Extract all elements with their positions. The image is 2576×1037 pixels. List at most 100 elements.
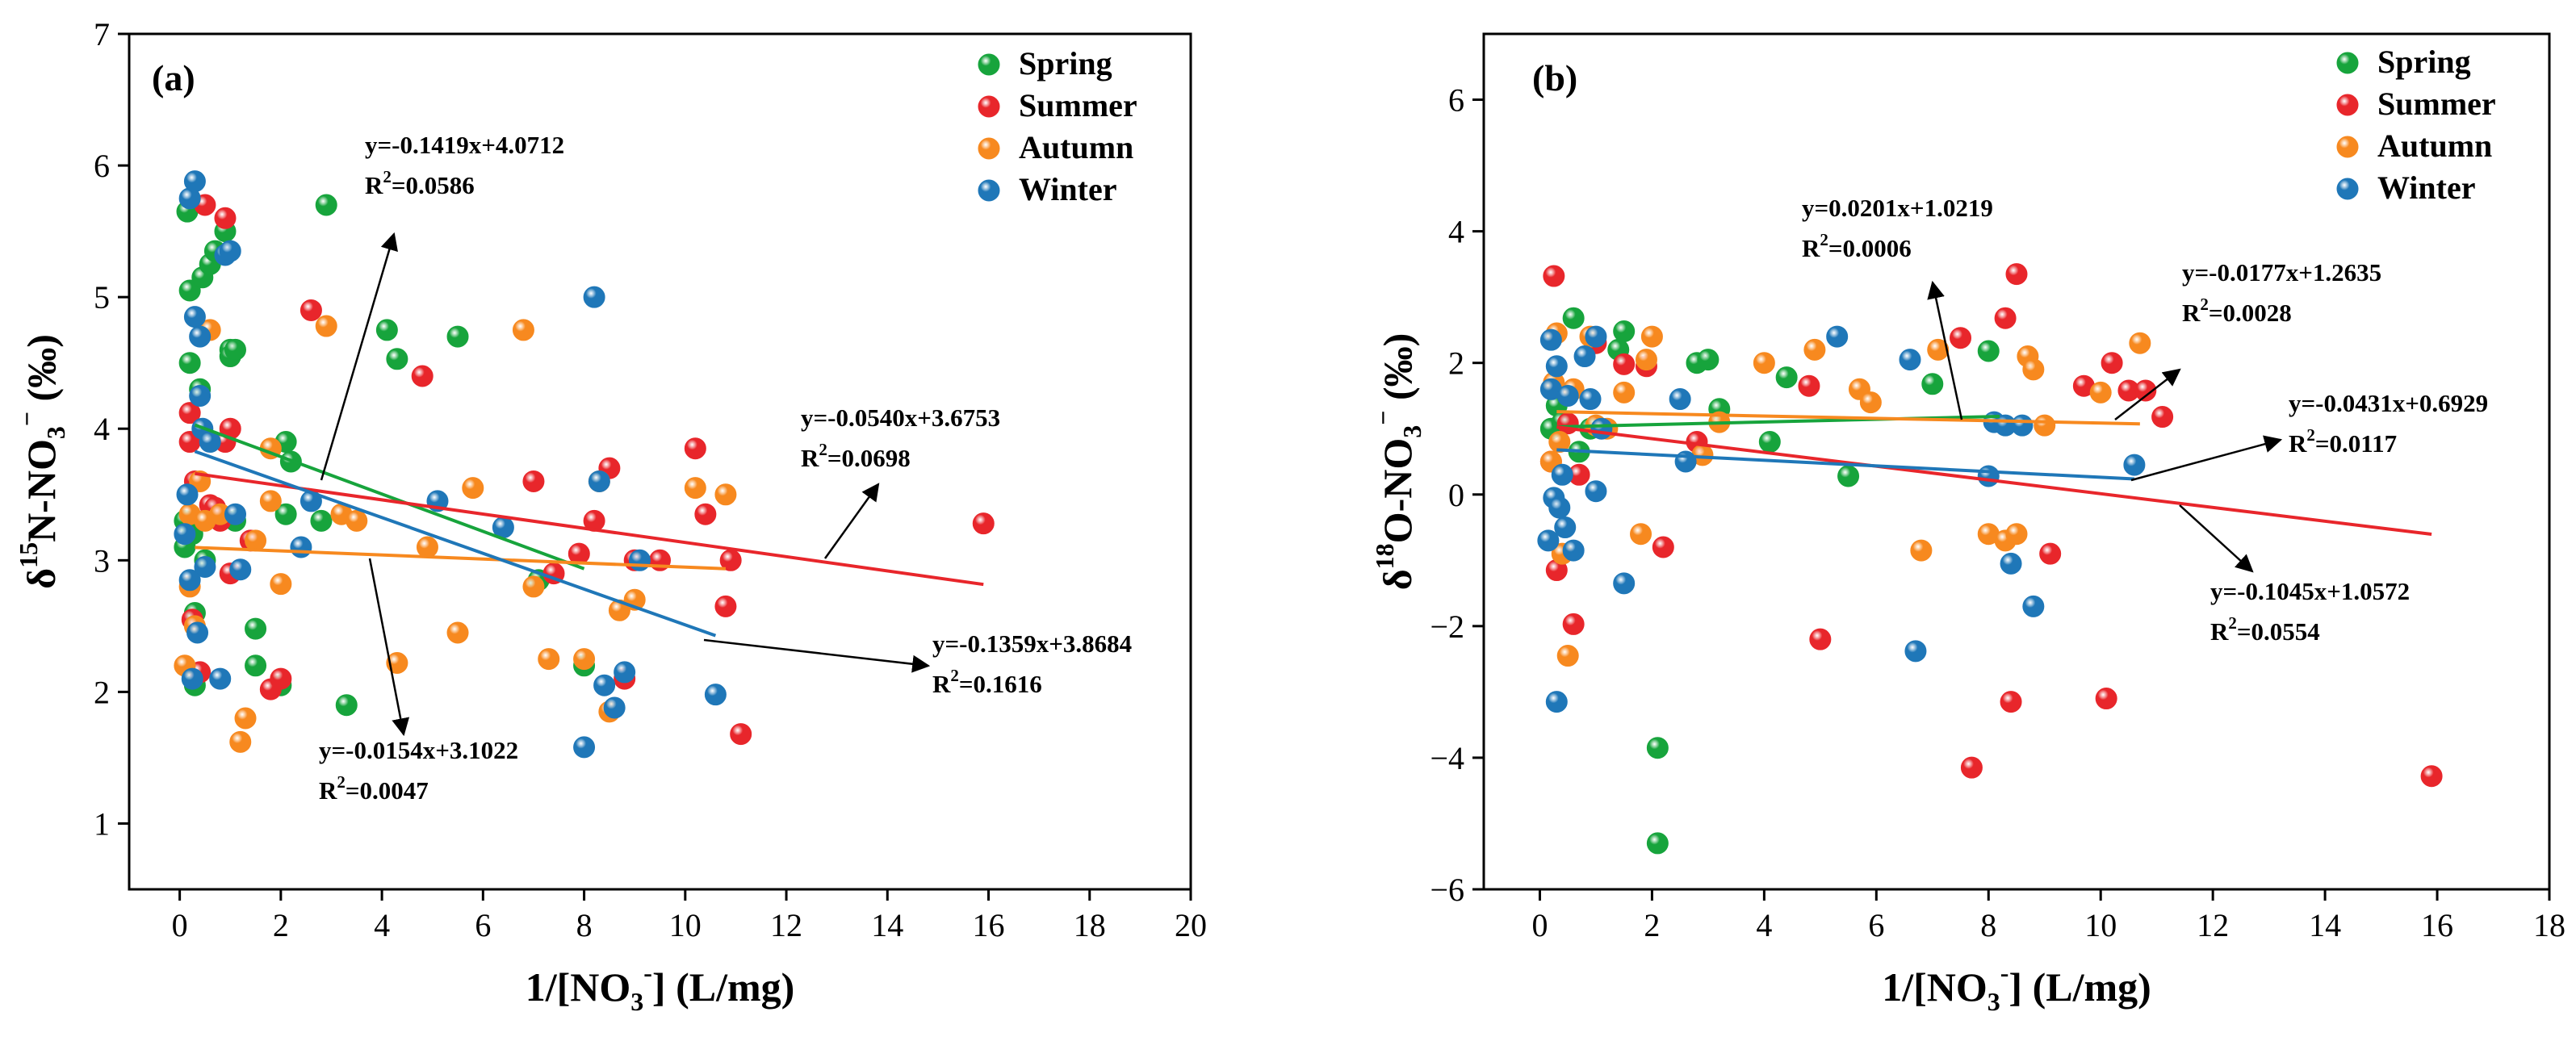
data-point <box>224 503 246 525</box>
data-point <box>1809 628 1832 650</box>
data-point <box>1613 353 1636 375</box>
x-tick-label: 6 <box>475 907 491 943</box>
x-tick-label: 4 <box>374 907 390 943</box>
data-point <box>1562 613 1585 635</box>
data-point <box>1613 381 1636 404</box>
data-point <box>1921 373 1944 395</box>
data-point <box>176 483 199 506</box>
annotation-arrow <box>1927 280 1963 420</box>
data-point <box>270 667 292 690</box>
legend-label-summer: Summer <box>1019 87 1137 123</box>
data-point <box>183 170 206 193</box>
data-point <box>219 240 241 262</box>
data-point <box>972 512 995 535</box>
data-point <box>603 696 626 719</box>
legend-label-winter: Winter <box>1019 171 1116 207</box>
y-tick-label: −4 <box>1430 740 1464 776</box>
data-point <box>2420 765 2443 788</box>
data-point <box>1562 539 1585 562</box>
annotation-summer: y=-0.1045x+1.0572 R2=0.0554 <box>2179 504 2410 646</box>
annotation-arrow <box>2130 435 2283 482</box>
y-tick-label: −6 <box>1430 872 1464 908</box>
data-point <box>714 595 737 617</box>
data-point <box>335 694 358 717</box>
data-point <box>684 477 706 500</box>
data-point <box>1977 465 2000 487</box>
trendline-autumn <box>1556 410 2140 426</box>
r-squared-label: R2=0.0006 <box>1802 230 1912 262</box>
annotation-autumn: y=-0.0177x+1.2635 R2=0.0028 <box>2114 258 2381 420</box>
data-point <box>346 509 368 532</box>
data-point <box>245 617 267 640</box>
data-point <box>1837 465 1860 487</box>
data-point <box>270 573 292 596</box>
data-point <box>229 558 252 581</box>
equation-label: y=-0.0431x+0.6929 <box>2289 389 2488 417</box>
equation-label: y=-0.0154x+3.1022 <box>319 736 518 764</box>
x-axis-label: 1/[NO3-] (L/mg) <box>1882 958 2151 1016</box>
annotation-spring: y=-0.1419x+4.0712 R2=0.0586 <box>320 131 564 481</box>
series-winter <box>174 170 727 759</box>
x-tick-label: 2 <box>1644 907 1660 943</box>
trendline-autumn <box>195 546 726 571</box>
equation-label: y=-0.1419x+4.0712 <box>365 131 564 159</box>
annotation-winter: y=-0.0431x+0.6929 R2=0.0117 <box>2130 389 2488 482</box>
x-tick-label: 0 <box>172 907 188 943</box>
y-axis-label: δ18O-NO3− (‰) <box>1368 333 1426 591</box>
data-point <box>178 569 201 592</box>
data-point <box>704 684 727 706</box>
x-tick-label: 20 <box>1175 907 1207 943</box>
annotation-autumn: y=-0.0154x+3.1022 R2=0.0047 <box>319 558 518 805</box>
legend-label-winter: Winter <box>2377 169 2475 206</box>
data-point <box>416 536 438 558</box>
plot-frame <box>1482 32 2551 891</box>
series-spring <box>1539 307 2000 855</box>
y-tick-label: 7 <box>94 16 110 52</box>
data-point <box>1669 388 1691 411</box>
data-point <box>2005 263 2028 286</box>
legend-label-spring: Spring <box>2377 44 2471 80</box>
trendline-winter <box>1556 448 2134 481</box>
data-point <box>1674 450 1697 473</box>
x-axis-label: 1/[NO3-] (L/mg) <box>526 958 795 1016</box>
x-tick-label: 6 <box>1868 907 1884 943</box>
data-point <box>1585 325 1607 348</box>
data-point <box>1927 338 1950 361</box>
r-squared-label: R2=0.0047 <box>319 772 429 805</box>
data-point <box>1539 328 1562 351</box>
x-tick-label: 18 <box>1074 907 1106 943</box>
data-point <box>2095 688 2117 710</box>
data-point <box>245 529 267 552</box>
x-tick-label: 16 <box>2421 907 2453 943</box>
data-point <box>538 648 560 671</box>
data-point <box>1630 523 1652 546</box>
data-point <box>224 338 246 361</box>
x-tick-label: 12 <box>770 907 802 943</box>
data-point <box>189 325 212 348</box>
annotation-arrow <box>2114 368 2181 420</box>
data-point <box>234 707 257 730</box>
data-point <box>1585 480 1607 503</box>
x-tick-label: 8 <box>1980 907 1996 943</box>
data-point <box>194 555 216 578</box>
data-point <box>1551 463 1573 486</box>
data-point <box>2022 595 2045 617</box>
x-tick-label: 16 <box>973 907 1005 943</box>
data-point <box>229 730 252 753</box>
r-squared-label: R2=0.0117 <box>2289 425 2397 458</box>
data-point <box>446 621 469 644</box>
data-point <box>2000 691 2022 713</box>
data-point <box>214 207 237 229</box>
data-point <box>2034 414 2056 437</box>
data-point <box>1758 431 1781 454</box>
data-point <box>714 483 737 506</box>
legend-label-autumn: Autumn <box>1019 129 1133 165</box>
data-point <box>315 315 337 337</box>
data-point <box>694 503 717 525</box>
data-point <box>614 661 636 684</box>
data-point <box>2129 332 2151 354</box>
legend-marker-summer <box>978 95 1000 118</box>
data-point <box>2123 454 2146 476</box>
